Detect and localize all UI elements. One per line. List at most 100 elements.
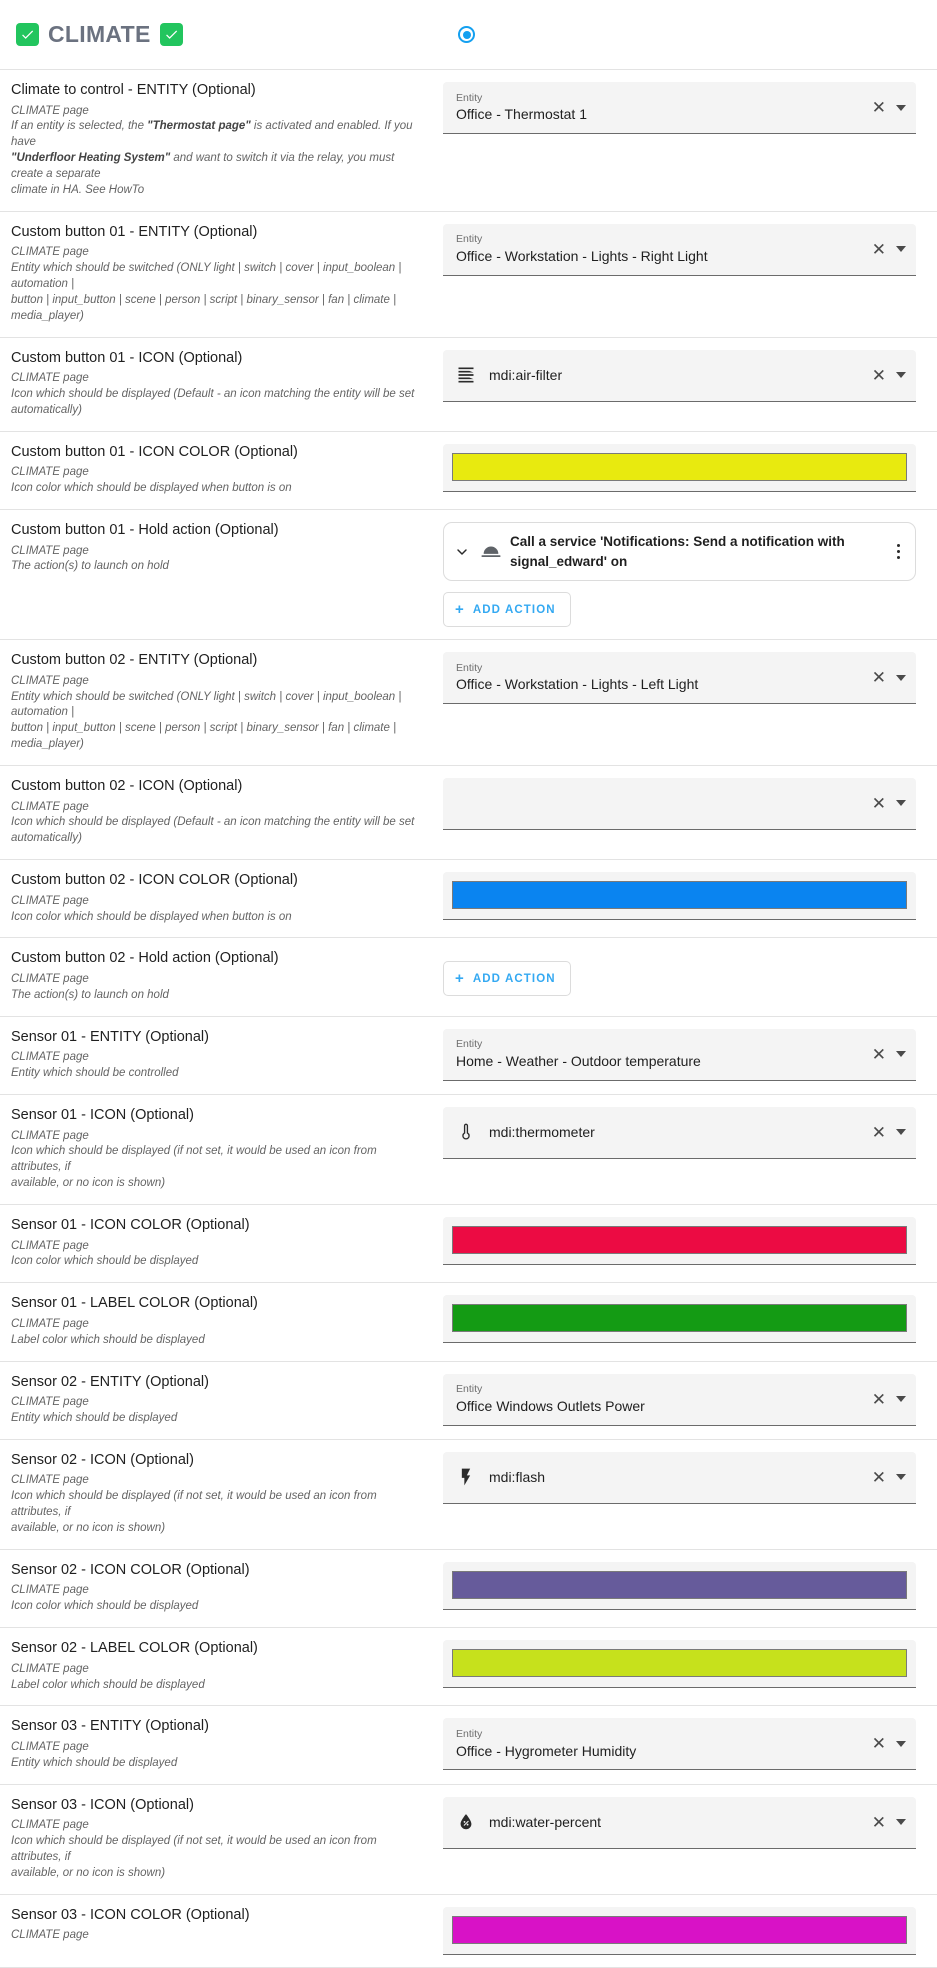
check-box-icon-right[interactable]: [159, 23, 183, 46]
clear-icon[interactable]: ✕: [871, 1734, 886, 1754]
add-action-button[interactable]: + ADD ACTION: [443, 961, 571, 997]
clear-icon[interactable]: ✕: [871, 1812, 886, 1832]
chevron-down-icon[interactable]: [896, 800, 906, 807]
page-title: CLIMATE: [48, 21, 151, 47]
field-label: Sensor 02 - ENTITY (Optional): [11, 1373, 209, 1390]
radio-button-selected-icon[interactable]: [458, 26, 475, 43]
chevron-down-icon[interactable]: [896, 104, 906, 111]
clear-icon[interactable]: ✕: [871, 793, 886, 813]
row-label-column: Sensor 01 - ENTITY (Optional) CLIMATE pag…: [0, 1017, 437, 1094]
clear-icon[interactable]: ✕: [871, 239, 886, 259]
color-swatch[interactable]: [452, 1649, 907, 1678]
entity-combobox[interactable]: Entity Office - Workstation - Lights - Le…: [443, 652, 916, 705]
color-picker[interactable]: [443, 872, 916, 921]
chevron-down-icon[interactable]: [896, 1129, 906, 1136]
row-control-column: mdi:air-filter ✕: [437, 338, 937, 414]
field-label: Custom button 01 - Hold action (Optional…: [11, 522, 279, 538]
description-line: available, or no icon is shown): [11, 1521, 166, 1534]
icon-combobox[interactable]: mdi:air-filter ✕: [443, 349, 916, 402]
combobox-actions: ✕: [864, 1046, 906, 1063]
chevron-down-icon[interactable]: [896, 1740, 906, 1747]
check-box-icon-left[interactable]: [16, 23, 39, 46]
combobox-body: Entity Office - Hygrometer Humidity: [456, 1728, 864, 1760]
plus-icon: +: [455, 970, 465, 988]
color-swatch[interactable]: [452, 452, 907, 481]
row-control-column: Entity Office - Hygrometer Humidity ✕: [437, 1706, 937, 1782]
field-description: CLIMATE page Icon which should be display…: [11, 1818, 421, 1881]
row-label-column: Custom button 01 - ENTITY (Optional) CLIM…: [0, 212, 437, 337]
description-line: "Underfloor Heating System" and want to …: [11, 152, 395, 180]
chevron-down-icon[interactable]: [452, 544, 472, 560]
clear-icon[interactable]: ✕: [871, 98, 886, 117]
description-page: CLIMATE page: [11, 1239, 89, 1252]
action-card[interactable]: Call a service 'Notifications: Send a no…: [443, 522, 916, 582]
color-swatch[interactable]: [452, 1570, 907, 1599]
row-label-column: Sensor 01 - ICON (Optional) CLIMATE page I…: [0, 1095, 437, 1204]
icon-combobox[interactable]: mdi:thermometer ✕: [443, 1106, 916, 1159]
clear-icon[interactable]: ✕: [871, 1044, 886, 1064]
icon-combobox[interactable]: mdi:water-percent ✕: [443, 1796, 916, 1849]
row-label-column: Custom button 02 - ICON COLOR (Optional)…: [0, 860, 437, 937]
description-line: Label color which should be displayed: [11, 1333, 205, 1346]
field-label: Custom button 02 - Hold action (Optional…: [11, 950, 279, 967]
row-control-column: ✕: [437, 766, 937, 842]
settings-row: Custom button 01 - ICON COLOR (Optional)…: [0, 431, 937, 510]
row-control-column: Entity Home - Weather - Outdoor temperatu…: [437, 1017, 937, 1093]
color-picker[interactable]: [443, 1295, 916, 1344]
clear-icon[interactable]: ✕: [871, 1467, 886, 1487]
clear-icon[interactable]: ✕: [871, 1122, 886, 1142]
description-page: CLIMATE page: [11, 1051, 89, 1064]
color-picker[interactable]: [443, 1640, 916, 1689]
chevron-down-icon[interactable]: [896, 674, 906, 681]
field-description: CLIMATE page Icon color which should be d…: [11, 1583, 421, 1615]
entity-combobox[interactable]: Entity Office Windows Outlets Power ✕: [443, 1373, 916, 1426]
chevron-down-icon[interactable]: [896, 246, 906, 253]
color-picker[interactable]: [443, 443, 916, 492]
row-label-column: Sensor 02 - LABEL COLOR (Optional) CLIMAT…: [0, 1628, 437, 1705]
color-swatch[interactable]: [452, 881, 907, 910]
color-picker[interactable]: [443, 1561, 916, 1610]
color-picker[interactable]: [443, 1216, 916, 1265]
row-control-column: [437, 1895, 937, 1967]
chevron-down-icon[interactable]: [896, 1474, 906, 1481]
settings-row: Sensor 01 - ICON COLOR (Optional) CLIMATE…: [0, 1204, 937, 1284]
field-label: Climate to control - ENTITY (Optional): [11, 82, 256, 98]
settings-row: Custom button 02 - ICON COLOR (Optional)…: [0, 860, 937, 939]
color-swatch[interactable]: [452, 1304, 907, 1333]
clear-icon[interactable]: ✕: [871, 668, 886, 688]
description-line: Icon color which should be displayed whe…: [11, 482, 292, 495]
row-label-column: Sensor 02 - ENTITY (Optional) CLIMATE pag…: [0, 1362, 437, 1439]
color-swatch[interactable]: [452, 1915, 907, 1944]
clear-icon[interactable]: ✕: [871, 1389, 886, 1409]
row-control-column: Entity Office Windows Outlets Power ✕: [437, 1362, 937, 1438]
color-swatch[interactable]: [452, 1225, 907, 1254]
chevron-down-icon[interactable]: [896, 1396, 906, 1403]
icon-combobox[interactable]: ✕: [443, 777, 916, 830]
chevron-down-icon[interactable]: [896, 1819, 906, 1826]
entity-caption: Entity: [456, 1038, 483, 1051]
description-page: CLIMATE page: [11, 1929, 89, 1942]
entity-caption: Entity: [456, 661, 483, 674]
settings-row: Custom button 01 - Hold action (Optional…: [0, 510, 937, 641]
entity-combobox[interactable]: Entity Office - Hygrometer Humidity ✕: [443, 1718, 916, 1771]
combobox-actions: ✕: [864, 795, 906, 812]
description-line: available, or no icon is shown): [11, 1866, 166, 1879]
chevron-down-icon[interactable]: [896, 1051, 906, 1058]
description-page: CLIMATE page: [11, 1129, 89, 1142]
color-picker[interactable]: [443, 1906, 916, 1955]
field-label: Custom button 01 - ENTITY (Optional): [11, 223, 258, 240]
action-description: Call a service 'Notifications: Send a no…: [510, 534, 845, 569]
description-line: The action(s) to launch on hold: [11, 988, 169, 1001]
overflow-menu-icon[interactable]: [887, 544, 905, 560]
add-action-label: ADD ACTION: [472, 972, 556, 985]
add-action-button[interactable]: + ADD ACTION: [443, 592, 571, 628]
chevron-down-icon[interactable]: [896, 372, 906, 379]
description-line: The action(s) to launch on hold: [11, 560, 169, 573]
entity-combobox[interactable]: Entity Home - Weather - Outdoor temperatu…: [443, 1028, 916, 1081]
entity-combobox[interactable]: Entity Office - Workstation - Lights - Ri…: [443, 223, 916, 276]
icon-combobox[interactable]: mdi:flash ✕: [443, 1451, 916, 1504]
entity-combobox[interactable]: Entity Office - Thermostat 1 ✕: [443, 82, 916, 134]
clear-icon[interactable]: ✕: [871, 365, 886, 385]
settings-row: Custom button 02 - ENTITY (Optional) CLIM…: [0, 640, 937, 766]
